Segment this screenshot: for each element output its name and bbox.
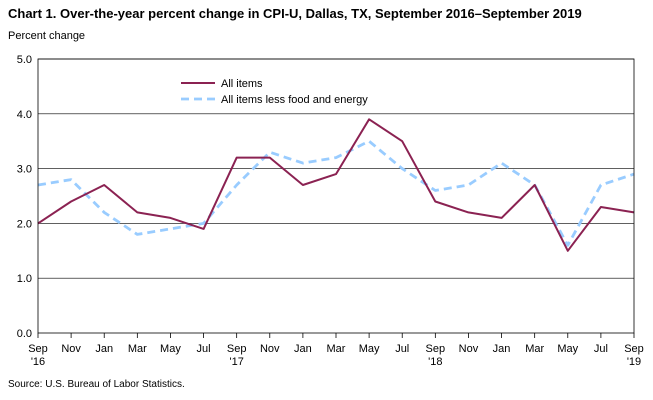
x-tick-label: May bbox=[359, 343, 380, 355]
series-line-all-items bbox=[37, 118, 635, 252]
y-tick-label: 5.0 bbox=[17, 54, 32, 66]
source-note: Source: U.S. Bureau of Labor Statistics. bbox=[8, 379, 185, 390]
x-tick-year-label: '19 bbox=[627, 356, 641, 368]
legend: All items All items less food and energy bbox=[181, 78, 368, 106]
gridlines bbox=[38, 58, 634, 279]
legend-label: All items bbox=[221, 78, 263, 90]
x-tick-label: Jul bbox=[594, 343, 608, 355]
x-tick-label: Sep bbox=[28, 343, 48, 355]
x-tick-label: Sep bbox=[227, 343, 247, 355]
x-tick-year-label: '17 bbox=[229, 356, 243, 368]
y-tick-labels: 0.0 1.0 2.0 3.0 4.0 5.0 bbox=[17, 54, 32, 340]
y-tick-label: 4.0 bbox=[17, 109, 32, 121]
y-tick-label: 1.0 bbox=[17, 273, 32, 285]
y-tick-label: 3.0 bbox=[17, 164, 32, 176]
x-tick-label: Nov bbox=[459, 343, 479, 355]
x-tick-label: Mar bbox=[525, 343, 544, 355]
x-tick-label: Sep bbox=[426, 343, 446, 355]
x-tick-label: Jul bbox=[395, 343, 409, 355]
x-tick-year-label: '16 bbox=[31, 356, 45, 368]
x-tick-label: May bbox=[160, 343, 181, 355]
x-tick-label: Nov bbox=[260, 343, 280, 355]
x-tick-label: Jan bbox=[493, 343, 511, 355]
x-tick-label: Mar bbox=[128, 343, 147, 355]
series-lines bbox=[37, 118, 635, 252]
x-tick-label: Jan bbox=[294, 343, 312, 355]
series-line-core-cpi bbox=[37, 139, 635, 247]
x-tick-label: Mar bbox=[327, 343, 346, 355]
chart-title: Chart 1. Over-the-year percent change in… bbox=[8, 6, 582, 21]
x-tick-year-label: '18 bbox=[428, 356, 442, 368]
y-tick-label: 0.0 bbox=[17, 328, 32, 340]
x-tick-label: Jul bbox=[197, 343, 211, 355]
legend-label: All items less food and energy bbox=[221, 94, 368, 106]
x-tick-label: Sep bbox=[624, 343, 644, 355]
x-tick-label: May bbox=[557, 343, 578, 355]
plot-frame bbox=[37, 58, 635, 338]
y-tick-label: 2.0 bbox=[17, 218, 32, 230]
x-tick-label: Nov bbox=[61, 343, 81, 355]
y-axis-label: Percent change bbox=[8, 30, 86, 42]
x-tick-label: Jan bbox=[95, 343, 113, 355]
